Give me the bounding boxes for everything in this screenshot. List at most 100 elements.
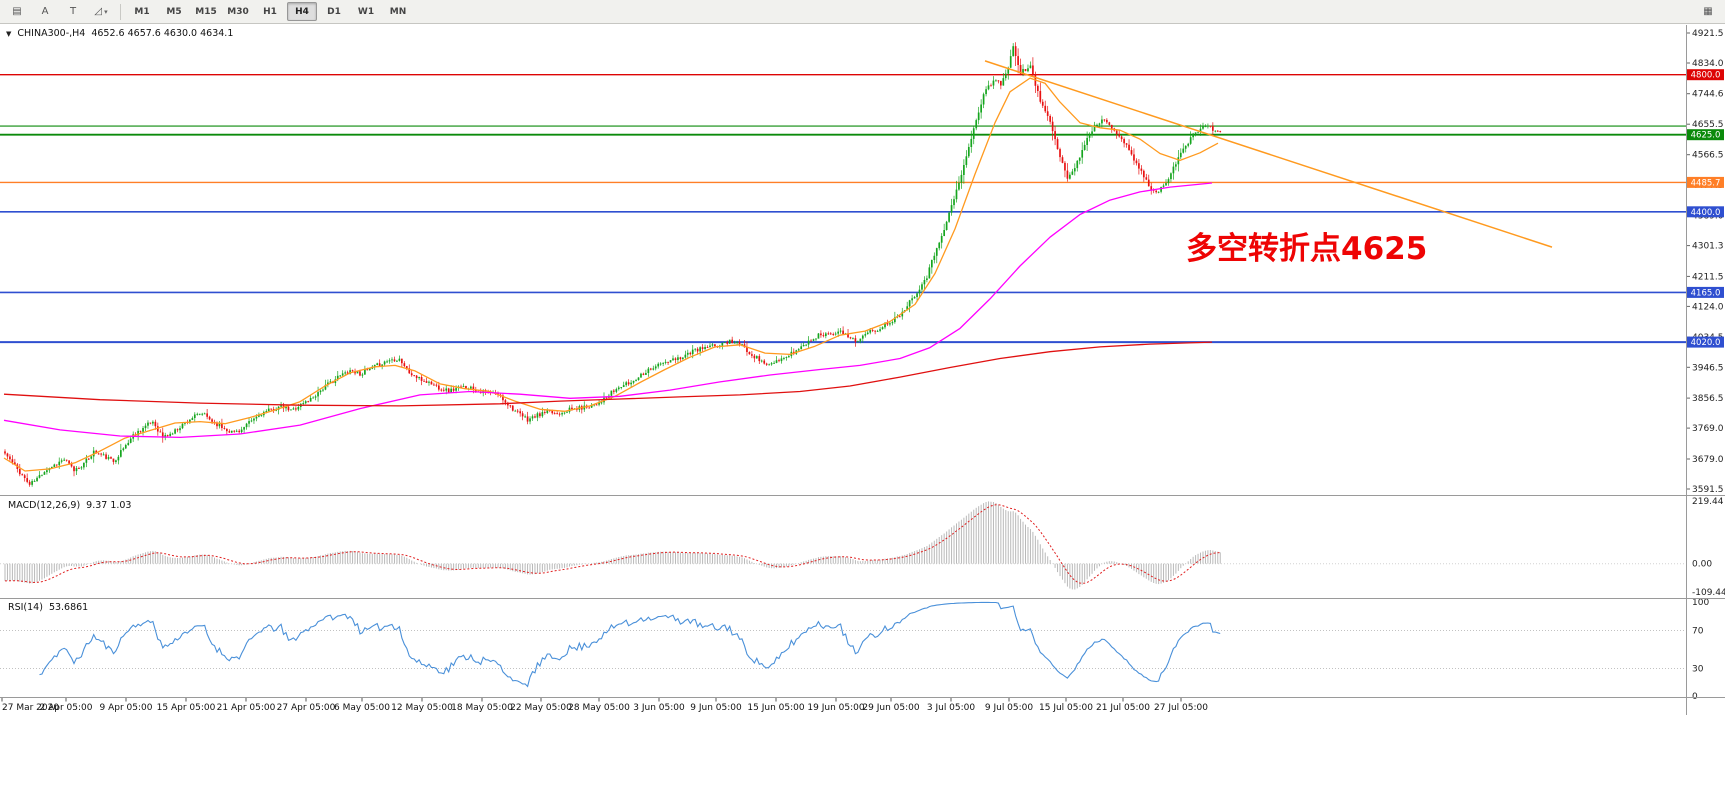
cursor-a-icon[interactable]: A — [41, 6, 49, 17]
candle — [156, 426, 159, 432]
text-tool-icon[interactable]: T — [69, 6, 77, 17]
chart-window-icon[interactable]: ▤ — [12, 6, 22, 17]
candle — [115, 460, 117, 462]
candle — [280, 404, 282, 407]
candle — [1108, 122, 1111, 125]
candle — [704, 347, 706, 349]
timeframe-button-MN[interactable]: MN — [389, 6, 407, 17]
candle — [1128, 144, 1130, 151]
candle — [916, 293, 918, 297]
rsi-value: 53.6861 — [48, 602, 89, 613]
candle — [751, 354, 753, 356]
timeframe-button-M1[interactable]: M1 — [134, 6, 150, 17]
candle — [590, 405, 593, 408]
candle — [105, 454, 107, 459]
timeframe-button-M15[interactable]: M15 — [195, 6, 217, 17]
time-axis-label: 15 Jul 05:00 — [1039, 703, 1093, 713]
candle — [1162, 185, 1165, 187]
candle — [987, 85, 990, 90]
candle — [755, 356, 758, 359]
svg-text:4020.0: 4020.0 — [1691, 338, 1721, 348]
candle — [1032, 65, 1034, 74]
candle — [430, 381, 433, 385]
candle — [1066, 170, 1069, 179]
candle — [714, 344, 716, 347]
candle — [889, 323, 891, 325]
price-badge-4165.0: 4165.0 — [1687, 286, 1724, 298]
candle — [859, 338, 862, 342]
candle — [179, 428, 181, 431]
candle — [11, 459, 14, 463]
timeframe-button-H4[interactable]: H4 — [287, 2, 317, 21]
candle — [442, 389, 445, 391]
candle — [396, 360, 398, 362]
candle — [28, 481, 31, 485]
candle — [1142, 170, 1145, 178]
candle — [240, 429, 243, 433]
time-axis-label: 27 Apr 05:00 — [277, 703, 336, 713]
time-axis-label: 27 Jul 05:00 — [1154, 703, 1208, 713]
trendline[interactable] — [984, 60, 1553, 248]
candle — [218, 423, 221, 427]
candle — [275, 409, 277, 411]
candle — [418, 377, 420, 379]
candle — [975, 120, 978, 129]
candle — [1054, 131, 1056, 140]
candle — [595, 404, 598, 406]
candle — [1002, 78, 1005, 86]
candle — [662, 362, 664, 364]
candle — [972, 128, 975, 139]
chart-symbol-title: CHINA300-,H4 — [17, 28, 86, 39]
price-axis-label: 4211.5 — [1692, 272, 1724, 282]
candle — [546, 410, 549, 413]
candle — [53, 464, 56, 467]
candle — [1056, 139, 1059, 150]
candle — [307, 401, 310, 403]
candle — [1078, 157, 1081, 161]
candle — [196, 413, 199, 415]
candle — [1088, 135, 1091, 138]
candle — [425, 381, 428, 383]
candle — [812, 339, 815, 341]
candle — [110, 457, 112, 459]
candle — [445, 388, 448, 391]
text-annotation[interactable]: 多空转折点4625 — [1186, 231, 1428, 267]
candle — [834, 333, 837, 335]
candle — [75, 468, 78, 472]
timeframe-button-M30[interactable]: M30 — [227, 6, 249, 17]
timeframe-button-H1[interactable]: H1 — [263, 6, 277, 17]
timeframe-button-D1[interactable]: D1 — [327, 6, 341, 17]
timeframe-button-W1[interactable]: W1 — [357, 6, 375, 17]
svg-text:4625.0: 4625.0 — [1691, 131, 1721, 141]
price-axis-label: 3946.5 — [1692, 363, 1724, 373]
candle — [534, 416, 536, 418]
macd-signal-line — [5, 504, 1221, 584]
candle — [726, 341, 729, 344]
candle — [677, 357, 679, 360]
candle — [965, 156, 968, 165]
shapes-dropdown-icon[interactable]: ◿ ▾ — [94, 6, 108, 17]
candle — [450, 388, 453, 393]
rsi-label: RSI(14) — [8, 602, 43, 613]
candle — [524, 416, 526, 418]
candle — [324, 384, 327, 390]
candle — [349, 370, 351, 374]
dock-icon[interactable]: ▦ — [1703, 6, 1713, 17]
chart-title-bar: ▼ CHINA300-,H4 4652.6 4657.6 4630.0 4634… — [6, 28, 233, 39]
timeframe-button-M5[interactable]: M5 — [166, 6, 182, 17]
candle — [640, 373, 642, 378]
candle — [292, 408, 295, 410]
time-axis-label: 3 Jul 05:00 — [927, 703, 976, 713]
candle — [659, 363, 662, 365]
candle — [967, 147, 970, 157]
price-axis-label: 3856.5 — [1692, 394, 1724, 404]
candle — [876, 330, 879, 332]
candle — [1145, 177, 1148, 180]
candle — [1081, 150, 1084, 158]
candle — [460, 386, 462, 388]
macd-axis-label: 0.00 — [1692, 560, 1712, 570]
candle — [270, 408, 273, 410]
candle — [509, 405, 512, 407]
collapse-icon[interactable]: ▼ — [6, 29, 12, 38]
